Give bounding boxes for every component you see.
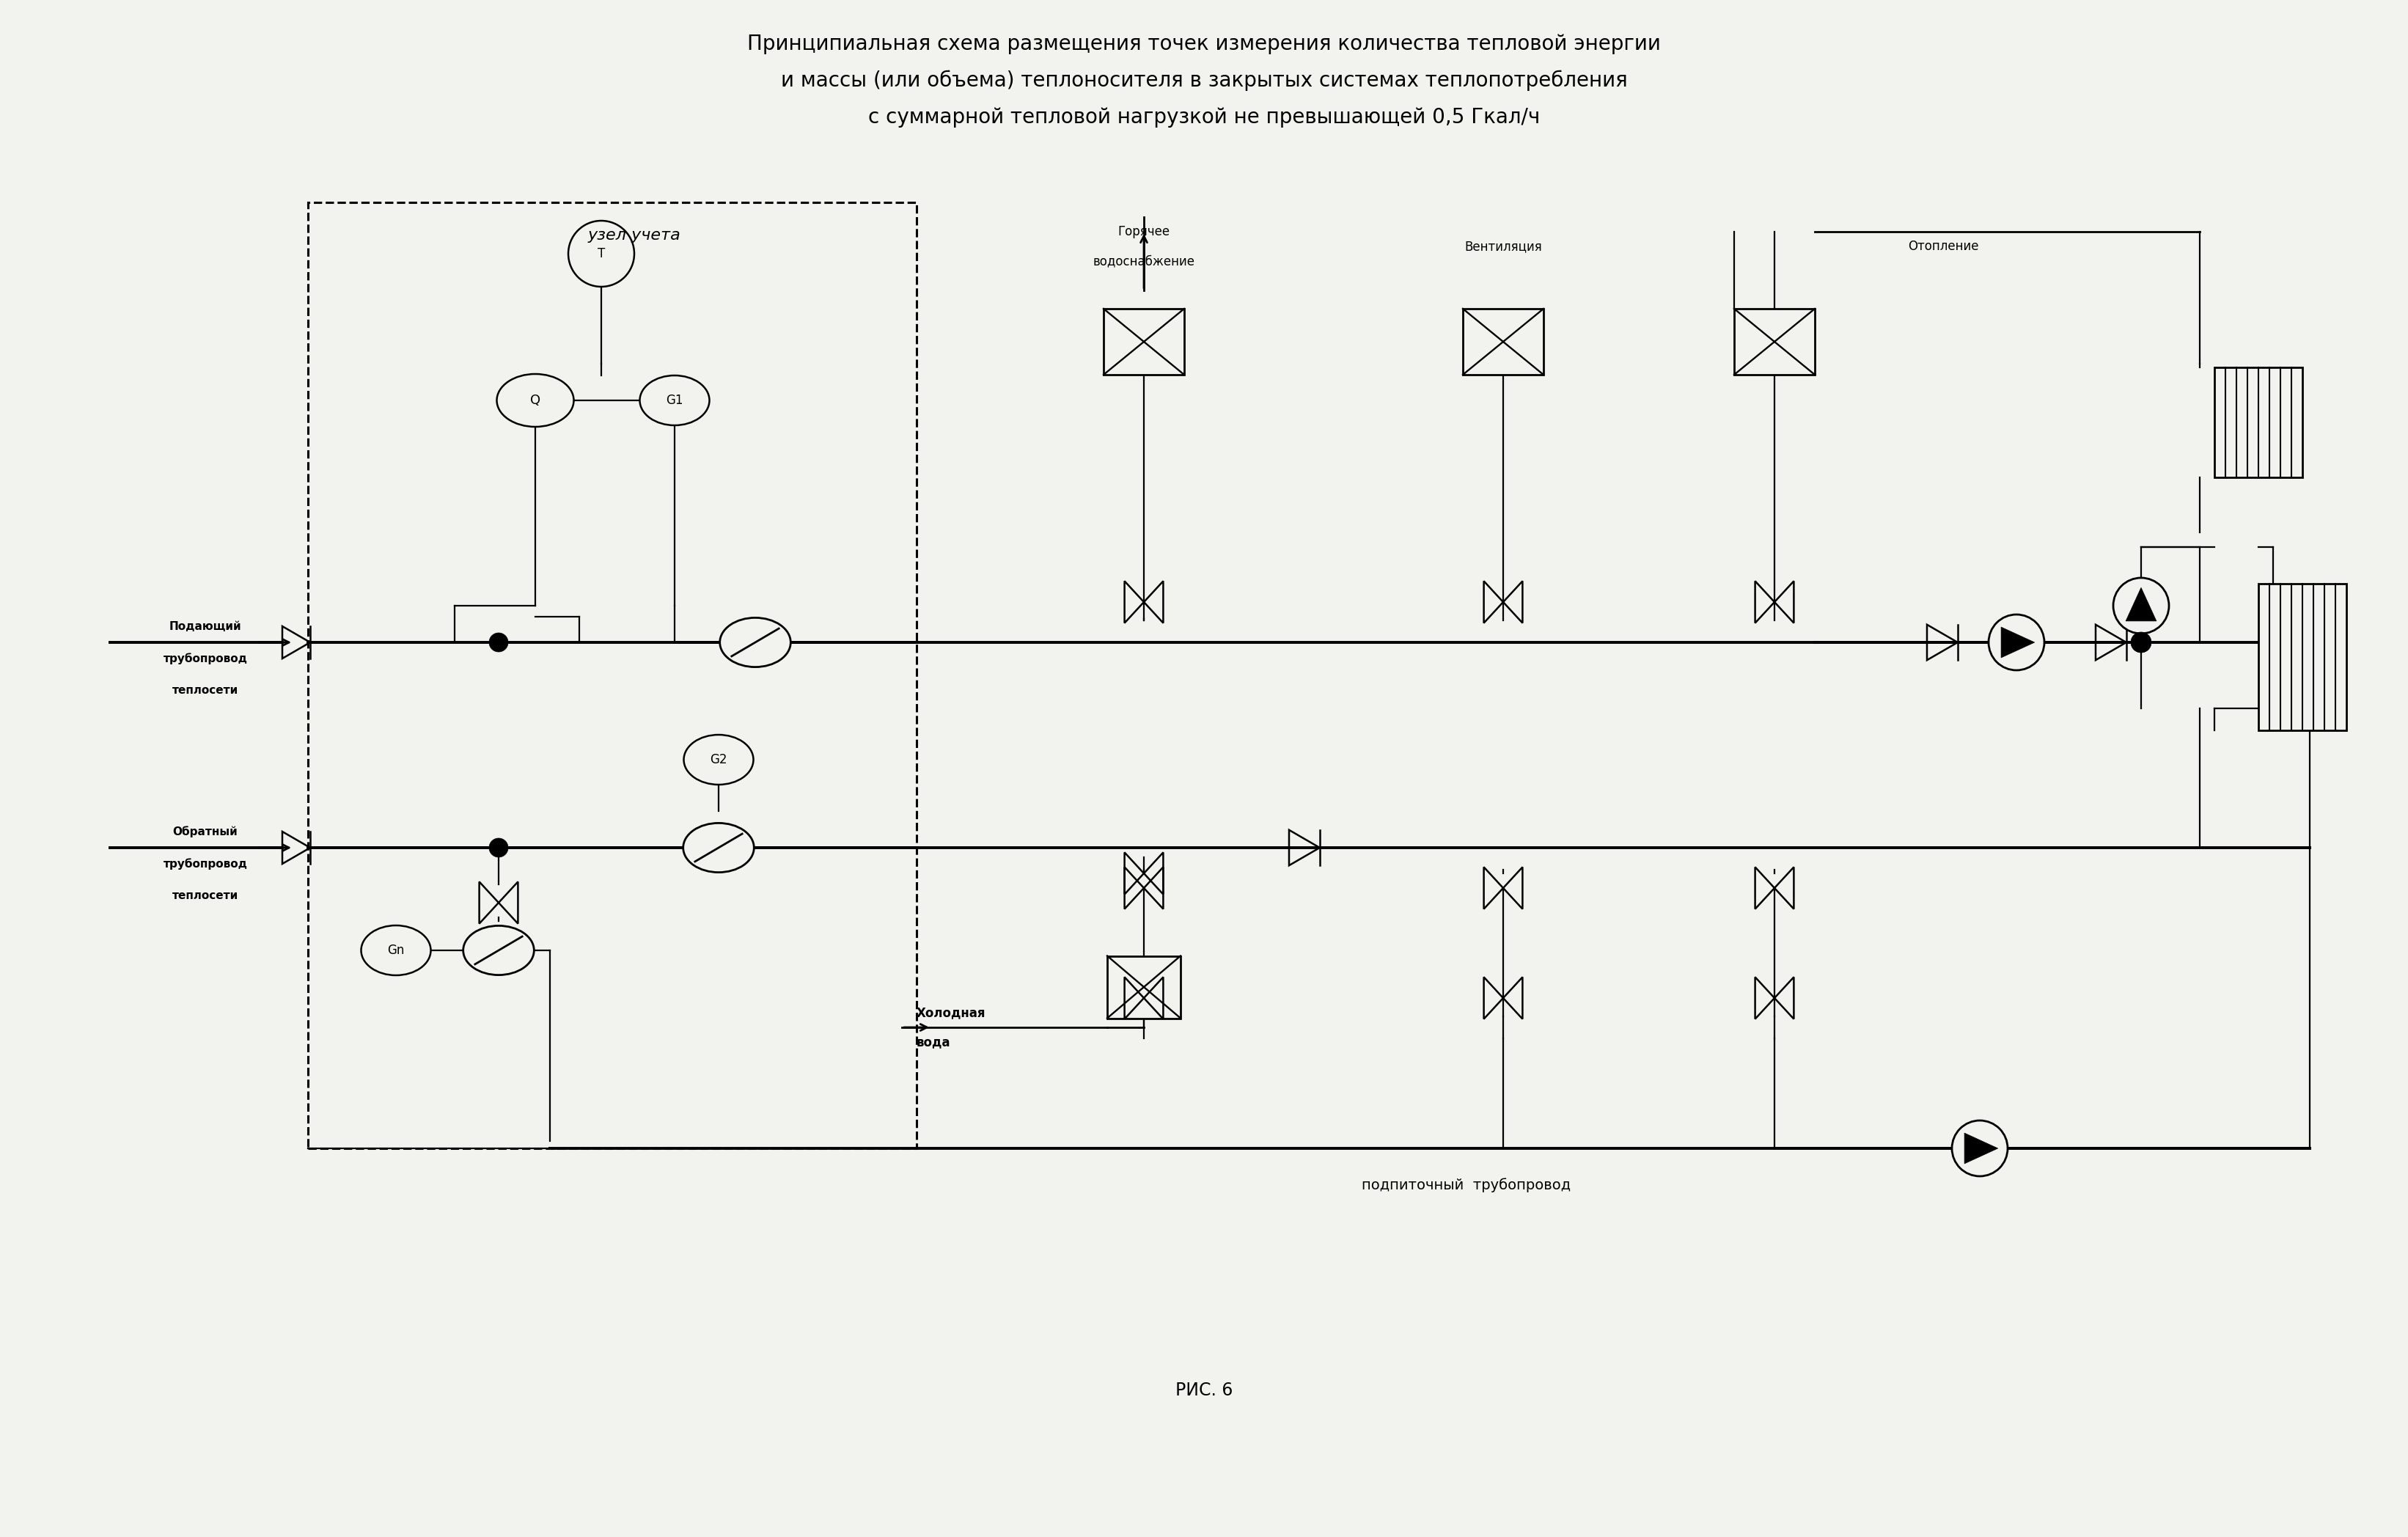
Text: трубопровод: трубопровод — [164, 653, 248, 664]
Text: подпиточный  трубопровод: подпиточный трубопровод — [1363, 1177, 1570, 1193]
Text: Принципиальная схема размещения точек измерения количества тепловой энергии: Принципиальная схема размещения точек из… — [746, 34, 1662, 54]
Circle shape — [2114, 578, 2170, 633]
Text: теплосети: теплосети — [173, 890, 238, 901]
Text: водоснабжение: водоснабжение — [1093, 255, 1194, 267]
Circle shape — [1989, 615, 2044, 670]
Ellipse shape — [496, 373, 573, 427]
Ellipse shape — [361, 925, 431, 976]
Text: теплосети: теплосети — [173, 684, 238, 696]
Polygon shape — [2126, 587, 2158, 621]
Text: G2: G2 — [710, 753, 727, 767]
Bar — [308, 203, 917, 1148]
Bar — [1462, 309, 1544, 375]
Text: Q: Q — [530, 393, 539, 407]
Text: G1: G1 — [667, 393, 684, 407]
Text: Подающий: Подающий — [169, 621, 241, 632]
Bar — [1734, 309, 1816, 375]
Text: с суммарной тепловой нагрузкой не превышающей 0,5 Гкал/ч: с суммарной тепловой нагрузкой не превыш… — [867, 108, 1541, 128]
Ellipse shape — [720, 618, 790, 667]
Text: и массы (или объема) теплоносителя в закрытых системах теплопотребления: и массы (или объема) теплоносителя в зак… — [780, 71, 1628, 91]
Ellipse shape — [684, 735, 754, 784]
Bar — [2259, 584, 2345, 730]
Polygon shape — [2001, 627, 2035, 658]
Text: T: T — [597, 247, 604, 260]
Ellipse shape — [462, 925, 535, 974]
Text: Горячее: Горячее — [1117, 224, 1170, 238]
Ellipse shape — [641, 375, 710, 426]
Text: РИС. 6: РИС. 6 — [1175, 1382, 1233, 1399]
Text: трубопровод: трубопровод — [164, 858, 248, 870]
Text: Обратный: Обратный — [173, 825, 238, 838]
Circle shape — [1953, 1120, 2008, 1176]
Text: Gn: Gn — [388, 944, 405, 958]
Circle shape — [489, 838, 508, 858]
Text: узел учета: узел учета — [588, 227, 681, 243]
Text: Вентиляция: Вентиляция — [1464, 240, 1541, 254]
Bar — [1108, 956, 1180, 1017]
Text: вода: вода — [917, 1036, 951, 1048]
Bar — [1103, 309, 1185, 375]
Bar — [2215, 367, 2302, 478]
Text: Отопление: Отопление — [1907, 240, 1979, 254]
Ellipse shape — [684, 822, 754, 873]
Circle shape — [2131, 632, 2150, 653]
Circle shape — [489, 633, 508, 652]
Polygon shape — [1965, 1133, 1999, 1164]
Circle shape — [568, 221, 633, 287]
Text: Холодная: Холодная — [917, 1007, 985, 1019]
